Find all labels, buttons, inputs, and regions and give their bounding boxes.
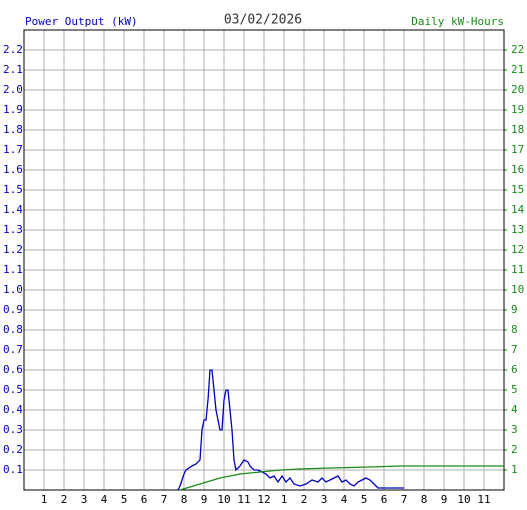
y2-tick-label: 5 bbox=[511, 383, 518, 396]
y2-tick-label: 12 bbox=[511, 243, 524, 256]
x-tick-label: 8 bbox=[181, 493, 188, 506]
y-tick-label: 0.5 bbox=[3, 383, 23, 396]
y2-tick-label: 20 bbox=[511, 83, 524, 96]
y2-tick-label: 1 bbox=[511, 463, 518, 476]
x-tick-label: 7 bbox=[401, 493, 408, 506]
y2-tick-label: 22 bbox=[511, 43, 524, 56]
y2-tick-label: 6 bbox=[511, 363, 518, 376]
chart-title: 03/02/2026 bbox=[224, 13, 302, 28]
series-line bbox=[179, 465, 504, 491]
x-tick-label: 4 bbox=[341, 493, 348, 506]
x-tick-label: 1 bbox=[41, 493, 48, 506]
y2-tick-label: 14 bbox=[511, 203, 525, 216]
y2-tick-label: 4 bbox=[511, 403, 518, 416]
y-tick-label: 1.2 bbox=[3, 243, 23, 256]
x-tick-label: 5 bbox=[121, 493, 128, 506]
y2-tick-label: 7 bbox=[511, 343, 518, 356]
y-tick-label: 0.4 bbox=[3, 403, 23, 416]
y2-tick-label: 9 bbox=[511, 303, 518, 316]
x-tick-label: 10 bbox=[457, 493, 470, 506]
x-tick-label: 9 bbox=[201, 493, 208, 506]
y2-tick-label: 13 bbox=[511, 223, 524, 236]
y-tick-label: 0.2 bbox=[3, 443, 23, 456]
y-tick-label: 0.7 bbox=[3, 343, 23, 356]
y2-tick-label: 17 bbox=[511, 143, 524, 156]
y-tick-label: 1.0 bbox=[3, 283, 23, 296]
y2-axis-title: Daily kW-Hours bbox=[411, 15, 504, 28]
y-tick-label: 1.4 bbox=[3, 203, 23, 216]
y-axis-title: Power Output (kW) bbox=[25, 15, 138, 28]
y2-tick-label: 15 bbox=[511, 183, 524, 196]
y-tick-label: 0.3 bbox=[3, 423, 23, 436]
x-tick-label: 9 bbox=[441, 493, 448, 506]
y-tick-label: 1.7 bbox=[3, 143, 23, 156]
x-tick-label: 10 bbox=[217, 493, 230, 506]
x-tick-label: 4 bbox=[101, 493, 108, 506]
y-tick-label: 1.8 bbox=[3, 123, 23, 136]
y-tick-label: 1.5 bbox=[3, 183, 23, 196]
x-tick-label: 2 bbox=[61, 493, 68, 506]
x-tick-label: 6 bbox=[381, 493, 388, 506]
y2-tick-label: 19 bbox=[511, 103, 524, 116]
x-tick-label: 11 bbox=[237, 493, 250, 506]
y-tick-label: 1.9 bbox=[3, 103, 23, 116]
plot-border bbox=[23, 29, 505, 491]
y2-tick-label: 16 bbox=[511, 163, 524, 176]
y-tick-label: 1.3 bbox=[3, 223, 23, 236]
y2-tick-label: 3 bbox=[511, 423, 518, 436]
y-tick-label: 2.2 bbox=[3, 43, 23, 56]
y2-tick-label: 18 bbox=[511, 123, 524, 136]
x-tick-label: 7 bbox=[161, 493, 168, 506]
x-tick-label: 8 bbox=[421, 493, 428, 506]
y2-tick-label: 11 bbox=[511, 263, 524, 276]
x-tick-label: 1 bbox=[281, 493, 288, 506]
y-tick-label: 0.6 bbox=[3, 363, 23, 376]
y2-tick-label: 21 bbox=[511, 63, 524, 76]
y-tick-label: 0.1 bbox=[3, 463, 23, 476]
y2-tick-label: 2 bbox=[511, 443, 518, 456]
x-tick-label: 6 bbox=[141, 493, 148, 506]
y-tick-label: 1.1 bbox=[3, 263, 23, 276]
y-tick-label: 2.0 bbox=[3, 83, 23, 96]
y-tick-label: 0.8 bbox=[3, 323, 23, 336]
y-tick-label: 1.6 bbox=[3, 163, 23, 176]
x-tick-label: 5 bbox=[361, 493, 368, 506]
y2-tick-label: 10 bbox=[511, 283, 524, 296]
x-tick-label: 3 bbox=[81, 493, 88, 506]
y-tick-label: 2.1 bbox=[3, 63, 23, 76]
y-tick-label: 0.9 bbox=[3, 303, 23, 316]
x-tick-label: 11 bbox=[477, 493, 490, 506]
x-tick-label: 3 bbox=[321, 493, 328, 506]
series-line bbox=[177, 369, 404, 491]
x-tick-label: 2 bbox=[301, 493, 308, 506]
y2-tick-label: 8 bbox=[511, 323, 518, 336]
x-tick-label: 12 bbox=[257, 493, 270, 506]
